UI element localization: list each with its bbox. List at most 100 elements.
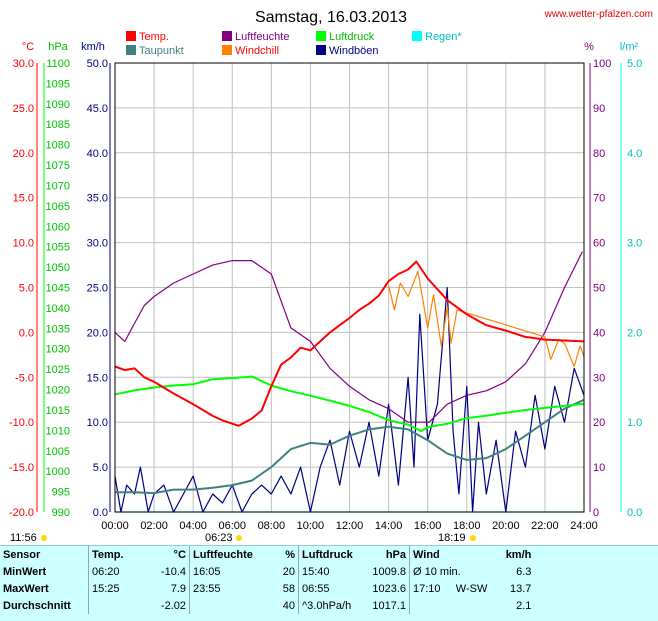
pressure-tick-label: 1095 xyxy=(46,78,70,90)
wind-tick-label: 45.0 xyxy=(87,103,108,115)
wind-tick-label: 0.0 xyxy=(93,507,108,519)
x-tick-label: 04:00 xyxy=(179,520,207,532)
humidity-time: 23:55 xyxy=(189,580,268,597)
wind-value: 13.7 xyxy=(509,582,532,595)
pressure-value: 1009.8 xyxy=(372,565,406,578)
pressure-tick-label: 1060 xyxy=(46,221,70,233)
rain-tick-label: 3.0 xyxy=(627,238,642,250)
row-label: MinWert xyxy=(3,565,47,578)
temp-tick-label: -20.0 xyxy=(9,507,34,519)
temp-value: -10.4 xyxy=(160,565,186,578)
humidity-tick-label: 0 xyxy=(593,507,599,519)
legend-label: Luftdruck xyxy=(329,31,375,43)
humidity-tick-label: 60 xyxy=(593,238,605,250)
series-line-taupunkt xyxy=(115,398,585,495)
stats-row-max: MaxWert 15:25 7.9 23:55 58 06:55 1023.6 … xyxy=(0,580,534,597)
temp-tick-label: 5.0 xyxy=(19,283,34,295)
legend-label: Temp. xyxy=(139,31,169,43)
pressure-tick-label: 1080 xyxy=(46,140,70,152)
pressure-tick-label: 1005 xyxy=(46,446,70,458)
pressure-time: 06:55 xyxy=(298,580,365,597)
x-tick-label: 02:00 xyxy=(140,520,168,532)
legend-label: Taupunkt xyxy=(139,45,184,57)
pressure-tick-label: 1055 xyxy=(46,242,70,254)
temp-tick-label: 10.0 xyxy=(13,238,34,250)
wind-tick-label: 50.0 xyxy=(87,58,108,70)
legend-swatch xyxy=(222,31,232,41)
x-tick-label: 10:00 xyxy=(297,520,325,532)
temp-value: -2.02 xyxy=(160,599,186,612)
wind-value: 2.1 xyxy=(516,599,532,612)
pressure-tick-label: 990 xyxy=(52,507,70,519)
site-link[interactable]: www.wetter-pfalzen.com xyxy=(544,9,653,20)
pressure-value: 1023.6 xyxy=(372,582,406,595)
humidity-time: 16:05 xyxy=(189,563,268,580)
legend-swatch xyxy=(316,31,326,41)
pressure-tick-label: 1100 xyxy=(46,58,70,70)
statistics-table: Sensor Temp. °C Luftfeuchte % Luftdruck … xyxy=(0,545,658,621)
legend-swatch xyxy=(412,31,422,41)
wind-tick-label: 40.0 xyxy=(87,148,108,160)
hdr-temp: Temp. xyxy=(88,546,143,563)
legend-label: Windböen xyxy=(329,45,379,57)
temp-value: 7.9 xyxy=(170,582,186,595)
hdr-wind: Wind xyxy=(409,546,491,563)
series-line-temp xyxy=(114,260,585,427)
hdr-sensor: Sensor xyxy=(3,548,41,561)
humidity-value: 58 xyxy=(282,582,295,595)
series-line-luftfeuchte xyxy=(114,251,583,423)
temp-time: 15:25 xyxy=(88,580,143,597)
legend-swatch xyxy=(316,45,326,55)
x-tick-label: 12:00 xyxy=(336,520,364,532)
pressure-tick-label: 1090 xyxy=(46,99,70,111)
temp-tick-label: 15.0 xyxy=(13,193,34,205)
rain-tick-label: 4.0 xyxy=(627,148,642,160)
axis-tick-labels: 00:00 02:00 04:00 06:00 08:00 10:00 12:00 14:00… xyxy=(9,58,642,532)
temp-tick-label: 30.0 xyxy=(13,58,34,70)
x-tick-label: 20:00 xyxy=(492,520,520,532)
unit-pressure-label: hPa xyxy=(48,41,68,53)
weather-chart: Samstag, 16.03.2013 www.wetter-pfalzen.c… xyxy=(8,9,653,544)
pressure-tick-label: 1010 xyxy=(46,425,70,437)
sun-icon xyxy=(41,535,47,541)
legend-label: Windchill xyxy=(235,45,279,57)
wind-tick-label: 35.0 xyxy=(87,193,108,205)
wind-tick-label: 5.0 xyxy=(93,462,108,474)
sunshine-duration: 11:56 xyxy=(10,532,37,544)
humidity-value: 20 xyxy=(282,565,295,578)
humidity-tick-label: 40 xyxy=(593,327,605,339)
rain-tick-label: 5.0 xyxy=(627,58,642,70)
temp-tick-label: -5.0 xyxy=(15,372,34,384)
rain-tick-label: 0.0 xyxy=(627,507,642,519)
humidity-tick-label: 80 xyxy=(593,148,605,160)
wind-time: 17:10 W-SW xyxy=(409,580,491,597)
stats-row-average: Durchschnitt -2.02 40 ^3.0hPa/h 1017.1 2… xyxy=(0,597,534,614)
legend-label: Luftfeuchte xyxy=(235,31,289,43)
hdr-wind-unit: km/h xyxy=(505,548,532,561)
wind-time: Ø 10 min. xyxy=(409,563,491,580)
x-tick-label: 24:00 xyxy=(570,520,598,532)
pressure-tick-label: 1070 xyxy=(46,180,70,192)
sunrise-time: 06:23 xyxy=(205,532,233,544)
series-line-luftdruck xyxy=(114,375,585,433)
temp-tick-label: 20.0 xyxy=(13,148,34,160)
x-tick-label: 08:00 xyxy=(258,520,286,532)
unit-rain-label: l/m² xyxy=(620,41,639,53)
pressure-tick-label: 1015 xyxy=(46,405,70,417)
chart-title: Samstag, 16.03.2013 xyxy=(255,9,407,26)
wind-tick-label: 10.0 xyxy=(87,417,108,429)
temp-tick-label: -15.0 xyxy=(9,462,34,474)
row-label: Durchschnitt xyxy=(3,599,71,612)
temp-tick-label: 0.0 xyxy=(19,327,34,339)
legend-swatch xyxy=(126,45,136,55)
wind-tick-label: 15.0 xyxy=(87,372,108,384)
series-line-windchill xyxy=(388,270,585,368)
row-label: MaxWert xyxy=(3,582,49,595)
hdr-pressure: Luftdruck xyxy=(298,546,365,563)
humidity-tick-label: 30 xyxy=(593,372,605,384)
pressure-value: 1017.1 xyxy=(372,599,406,612)
wind-time xyxy=(409,597,491,614)
pressure-tick-label: 1030 xyxy=(46,344,70,356)
stats-header-row: Sensor Temp. °C Luftfeuchte % Luftdruck … xyxy=(0,546,534,563)
legend-label: Regen* xyxy=(425,31,462,43)
